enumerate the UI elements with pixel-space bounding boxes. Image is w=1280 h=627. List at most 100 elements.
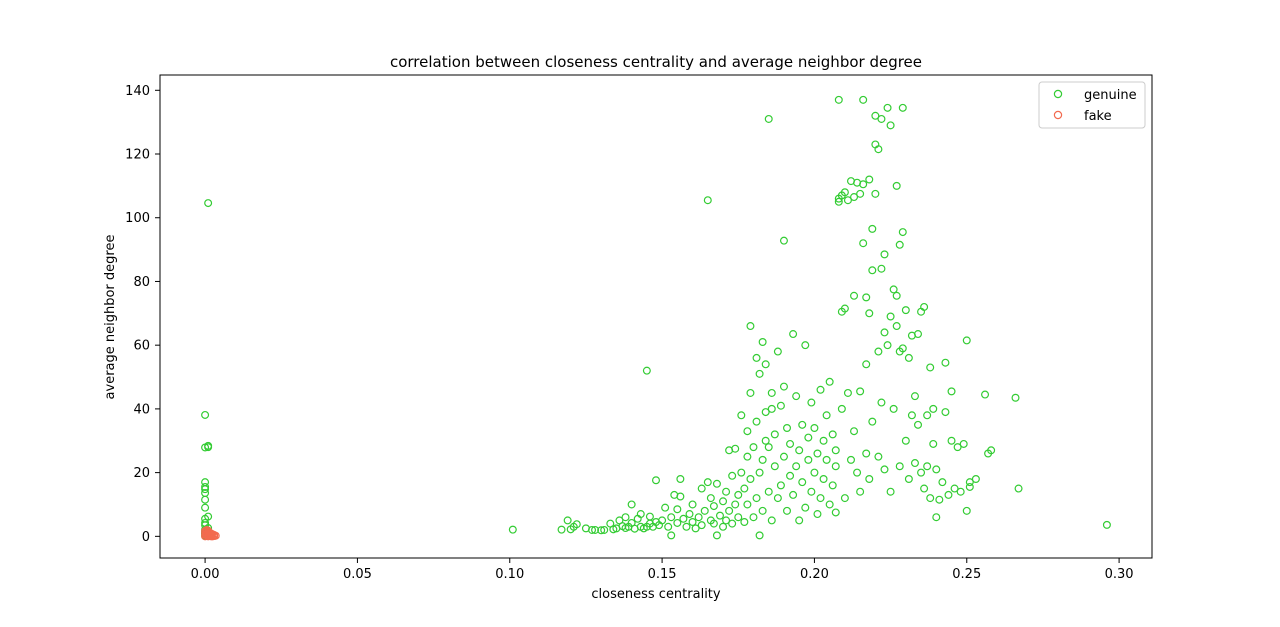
data-point-genuine (965, 478, 974, 487)
data-point-genuine (804, 433, 813, 442)
data-point-genuine (201, 482, 210, 491)
data-point-genuine (950, 484, 959, 493)
data-point-genuine (819, 436, 828, 445)
data-point-genuine (688, 500, 697, 509)
data-point-genuine (871, 111, 880, 120)
data-point-genuine (981, 390, 990, 399)
data-point-genuine (789, 330, 798, 339)
x-tick-label: 0.25 (952, 567, 981, 582)
data-point-genuine (828, 430, 837, 439)
data-point-genuine (856, 387, 865, 396)
data-point-genuine (798, 420, 807, 429)
data-point-genuine (773, 494, 782, 503)
data-point-genuine (987, 446, 996, 455)
data-point-genuine (591, 525, 600, 534)
data-point-genuine (895, 462, 904, 471)
data-point-genuine (204, 443, 213, 452)
data-point-genuine (728, 471, 737, 480)
data-point-genuine (627, 500, 636, 509)
data-point-genuine (865, 175, 874, 184)
data-point-genuine (764, 443, 773, 452)
data-point-genuine (941, 408, 950, 417)
data-point-fake (208, 532, 217, 541)
data-point-genuine (779, 382, 788, 391)
data-point-genuine (722, 487, 731, 496)
data-point-genuine (813, 510, 822, 519)
data-point-genuine (685, 510, 694, 519)
data-point-genuine (789, 490, 798, 499)
data-point-genuine (834, 95, 843, 104)
data-point-genuine (661, 503, 670, 512)
data-point-genuine (761, 360, 770, 369)
data-point-genuine (856, 189, 865, 198)
data-point-genuine (770, 462, 779, 471)
data-point-genuine (795, 516, 804, 525)
data-point-genuine (923, 462, 932, 471)
data-point-genuine (874, 347, 883, 356)
data-point-genuine (898, 103, 907, 112)
data-point-genuine (697, 484, 706, 493)
data-point-genuine (755, 531, 764, 540)
data-point-genuine (850, 193, 859, 202)
data-point-genuine (740, 517, 749, 526)
data-point-genuine (676, 474, 685, 483)
data-point-genuine (798, 478, 807, 487)
data-point-genuine (929, 439, 938, 448)
data-point-genuine (840, 494, 849, 503)
data-point-genuine (834, 197, 843, 206)
data-point-genuine (892, 181, 901, 190)
data-point-genuine (910, 459, 919, 468)
data-point-genuine (688, 517, 697, 526)
data-point-genuine (859, 95, 868, 104)
data-point-genuine (740, 484, 749, 493)
data-point-genuine (697, 521, 706, 530)
data-point-genuine (880, 465, 889, 474)
data-point-genuine (642, 366, 651, 375)
x-tick-label: 0.15 (648, 567, 677, 582)
data-point-genuine (846, 455, 855, 464)
data-point-genuine (761, 408, 770, 417)
data-point-genuine (792, 392, 801, 401)
data-point-genuine (734, 513, 743, 522)
data-point-genuine (776, 401, 785, 410)
y-tick-label: 40 (133, 402, 150, 417)
data-point-genuine (953, 443, 962, 452)
data-point-genuine (709, 519, 718, 528)
data-point-genuine (886, 487, 895, 496)
data-point-genuine (868, 266, 877, 275)
data-point-genuine (810, 424, 819, 433)
data-point-genuine (767, 388, 776, 397)
data-point-genuine (865, 309, 874, 318)
data-point-genuine (755, 369, 764, 378)
legend: genuine fake (1038, 81, 1146, 129)
data-point-genuine (664, 522, 673, 531)
data-point-genuine (712, 479, 721, 488)
data-point-genuine (783, 424, 792, 433)
data-point-genuine (941, 358, 950, 367)
data-point-genuine (703, 478, 712, 487)
data-point-genuine (801, 341, 810, 350)
data-point-genuine (868, 224, 877, 233)
data-point-genuine (850, 291, 859, 300)
data-point-genuine (743, 452, 752, 461)
data-point-genuine (709, 502, 718, 511)
data-point-genuine (719, 522, 728, 531)
y-axis: 0 20 40 60 80 100 120 140 (125, 84, 160, 545)
y-tick-label: 0 (142, 530, 150, 545)
data-point-genuine (645, 512, 654, 521)
data-point-genuine (1102, 520, 1111, 529)
data-point-genuine (752, 417, 761, 426)
data-point-genuine (752, 353, 761, 362)
y-tick-label: 60 (133, 339, 150, 354)
data-point-genuine (779, 236, 788, 245)
data-point-genuine (746, 474, 755, 483)
data-point-genuine (971, 474, 980, 483)
data-point-genuine (722, 516, 731, 525)
data-point-genuine (898, 228, 907, 237)
data-point-genuine (926, 494, 935, 503)
legend-label-genuine: genuine (1084, 88, 1137, 103)
data-point-genuine (743, 500, 752, 509)
y-axis-label: average neighbor degree (103, 235, 118, 400)
data-point-genuine (682, 522, 691, 531)
